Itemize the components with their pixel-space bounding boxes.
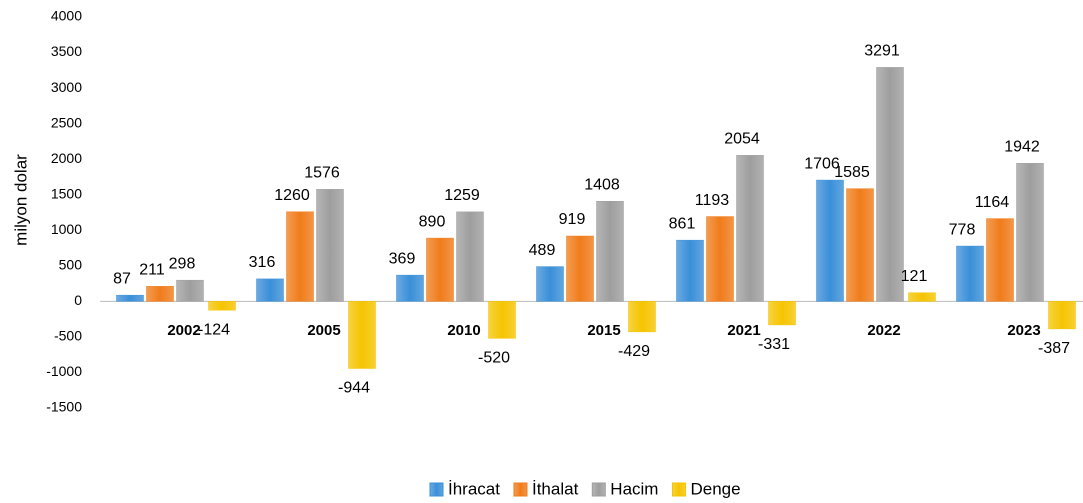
bar bbox=[348, 301, 376, 369]
bar bbox=[146, 286, 174, 302]
data-label: 1259 bbox=[444, 187, 480, 204]
bar bbox=[768, 301, 796, 326]
x-tick-label: 2005 bbox=[307, 322, 340, 339]
legend-label: Denge bbox=[690, 479, 740, 498]
bar bbox=[176, 279, 204, 302]
y-tick-label: 4000 bbox=[51, 8, 82, 24]
y-tick-label: 0 bbox=[74, 292, 82, 308]
legend-swatch bbox=[513, 482, 528, 497]
data-label: 369 bbox=[389, 250, 416, 267]
y-tick-label: 2500 bbox=[51, 114, 82, 130]
bar bbox=[706, 216, 734, 302]
data-label: 1193 bbox=[695, 192, 730, 209]
legend-label: İthalat bbox=[532, 479, 579, 498]
bar bbox=[286, 211, 314, 302]
data-label: -520 bbox=[478, 350, 510, 367]
y-tick-label: -1000 bbox=[46, 363, 82, 379]
bar bbox=[116, 294, 144, 302]
y-tick-label: 1500 bbox=[51, 185, 82, 201]
bar bbox=[908, 292, 936, 302]
bar bbox=[816, 179, 844, 302]
data-label: 316 bbox=[249, 254, 276, 271]
data-label: 87 bbox=[113, 270, 131, 287]
data-label: 2054 bbox=[724, 131, 760, 148]
data-label: 1408 bbox=[584, 176, 620, 193]
bar bbox=[256, 278, 284, 302]
x-tick-label: 2022 bbox=[867, 322, 900, 339]
y-tick-label: -500 bbox=[54, 328, 82, 344]
bar bbox=[456, 211, 484, 302]
bar bbox=[396, 274, 424, 302]
legend-swatch bbox=[591, 482, 606, 497]
y-tick-label: 1000 bbox=[51, 221, 82, 237]
bar bbox=[956, 245, 984, 302]
data-label: 890 bbox=[419, 213, 446, 230]
y-tick-label: 2000 bbox=[51, 150, 82, 166]
x-tick-label: 2021 bbox=[727, 322, 760, 339]
legend-swatch bbox=[671, 482, 686, 497]
bar bbox=[426, 237, 454, 302]
x-tick-label: 2010 bbox=[447, 322, 480, 339]
data-label: -331 bbox=[758, 336, 790, 353]
data-label: 1576 bbox=[304, 165, 340, 182]
data-label: -124 bbox=[198, 321, 230, 338]
x-tick-label: 2015 bbox=[587, 322, 620, 339]
data-label: 1164 bbox=[975, 194, 1010, 211]
y-axis-label: milyon dolar bbox=[11, 154, 30, 246]
y-tick-label: 3500 bbox=[51, 43, 82, 59]
bar bbox=[1048, 301, 1076, 330]
data-label: 211 bbox=[139, 262, 165, 279]
data-label: 3291 bbox=[864, 43, 900, 60]
data-label: 1585 bbox=[834, 164, 870, 181]
legend-label: Hacim bbox=[610, 479, 658, 498]
data-label: 489 bbox=[529, 242, 556, 259]
bar bbox=[488, 301, 516, 339]
data-label: 121 bbox=[901, 268, 928, 285]
data-label: 1260 bbox=[274, 187, 310, 204]
data-label: -429 bbox=[618, 343, 650, 360]
bar bbox=[316, 189, 344, 302]
bar bbox=[628, 301, 656, 333]
data-label: 1942 bbox=[1004, 139, 1040, 156]
data-label: 1706 bbox=[804, 155, 840, 172]
x-tick-label: 2002 bbox=[167, 322, 200, 339]
legend-swatch bbox=[429, 482, 444, 497]
bar bbox=[1016, 163, 1044, 302]
x-tick-label: 2023 bbox=[1007, 322, 1040, 339]
bar bbox=[596, 201, 624, 302]
y-tick-label: 3000 bbox=[51, 79, 82, 95]
data-label: 919 bbox=[559, 211, 586, 228]
bar bbox=[676, 239, 704, 302]
bar bbox=[986, 218, 1014, 302]
bar bbox=[536, 266, 564, 302]
y-tick-label: -1500 bbox=[46, 399, 82, 415]
bar bbox=[876, 67, 904, 302]
data-label: 298 bbox=[169, 255, 196, 272]
data-label: -944 bbox=[338, 380, 370, 397]
bar bbox=[566, 235, 594, 302]
bar bbox=[208, 301, 236, 311]
legend-label: İhracat bbox=[448, 479, 500, 498]
bar bbox=[736, 155, 764, 302]
data-label: 778 bbox=[949, 221, 976, 238]
data-label: 861 bbox=[669, 215, 696, 232]
data-label: -387 bbox=[1038, 340, 1070, 357]
bar bbox=[846, 188, 874, 302]
y-tick-label: 500 bbox=[59, 257, 83, 273]
